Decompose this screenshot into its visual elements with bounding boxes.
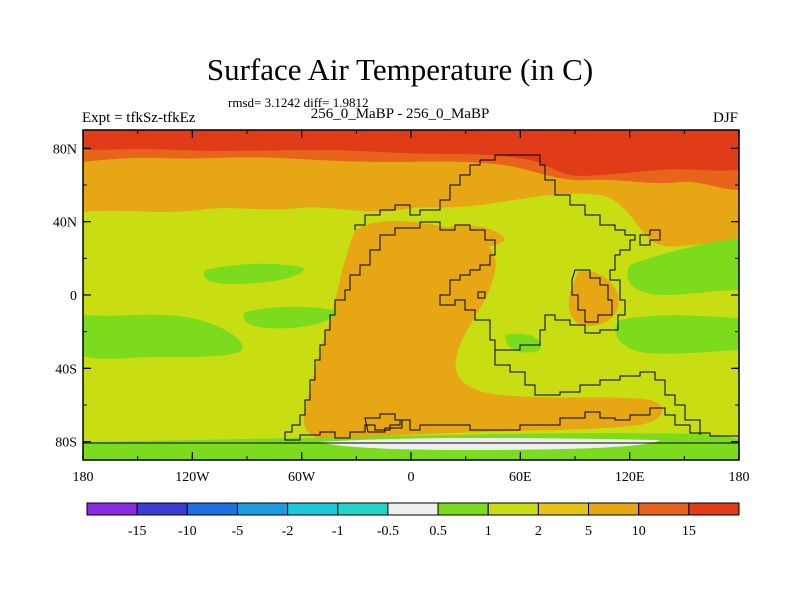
map-field — [83, 130, 739, 460]
colorbar-label: 1 — [485, 524, 492, 539]
x-tick-label: 180 — [729, 470, 750, 485]
colorbar-label: 10 — [632, 524, 646, 539]
colorbar-label: -10 — [178, 524, 197, 539]
x-tick-label: 180 — [73, 470, 94, 485]
experiment-label: Expt = tfkSz-tfkEz — [82, 110, 196, 126]
x-tick-label: 60W — [288, 470, 316, 485]
colorbar-box — [387, 502, 439, 516]
colorbar-label: -1 — [332, 524, 344, 539]
x-axis: 180 120W 60W 0 60E 120E 180 — [73, 130, 750, 485]
colorbar-label: 0.5 — [429, 524, 447, 539]
field-green-central — [243, 306, 338, 329]
colorbar-label: 2 — [535, 524, 542, 539]
coast-north-islet — [639, 229, 661, 246]
y-tick-label: 80S — [55, 436, 77, 451]
season-label: DJF — [712, 110, 738, 126]
colorbar-label: -5 — [232, 524, 244, 539]
case-label: 256_0_MaBP - 256_0_MaBP — [310, 106, 490, 122]
field-green-east — [627, 238, 739, 295]
field-north-orange — [445, 225, 505, 248]
map-title: Surface Air Temperature (in C) — [206, 52, 594, 87]
field-north-polar — [83, 130, 739, 176]
colorbar-box — [136, 502, 188, 516]
colorbar-label: 15 — [682, 524, 696, 539]
colorbar-label: -2 — [282, 524, 294, 539]
colorbar-label: -15 — [128, 524, 147, 539]
colorbar-box — [638, 502, 690, 516]
colorbar-label: 5 — [585, 524, 592, 539]
field-green-west — [83, 314, 243, 359]
x-tick-label: 60E — [509, 470, 532, 485]
y-tick-label: 80N — [53, 142, 77, 157]
coast-east — [494, 350, 701, 435]
colorbar-box — [437, 502, 489, 516]
y-tick-label: 40S — [55, 362, 77, 377]
field-green-southeast — [615, 315, 739, 354]
coastlines — [83, 154, 739, 444]
colorbar-box — [287, 502, 339, 516]
coast-islet — [477, 291, 486, 299]
field-green-patch — [505, 333, 541, 353]
colorbar-box — [537, 502, 590, 516]
coast-east-inner — [571, 269, 613, 323]
colorbar: -15 -10 -5 -2 -1 -0.5 0.5 1 2 5 10 15 — [86, 502, 740, 539]
field-antarctic-white — [320, 438, 660, 450]
colorbar-box — [688, 502, 740, 516]
x-tick-label: 120W — [175, 470, 210, 485]
colorbar-box — [236, 502, 289, 516]
colorbar-label: -0.5 — [377, 524, 399, 539]
x-tick-label: 120E — [615, 470, 645, 485]
colorbar-box — [588, 502, 640, 516]
coast-south-island — [364, 413, 403, 433]
coast-main — [284, 154, 739, 441]
colorbar-box — [186, 502, 238, 516]
x-tick-label: 0 — [408, 470, 415, 485]
colorbar-box — [86, 502, 138, 516]
field-land-orange — [303, 221, 663, 441]
y-tick-label: 0 — [70, 289, 77, 304]
y-tick-label: 40N — [53, 216, 77, 231]
field-green-northwest — [203, 263, 305, 284]
colorbar-box — [487, 502, 539, 516]
colorbar-box — [337, 502, 389, 516]
y-axis: 80N 40N 0 40S 80S — [53, 142, 739, 451]
stats-text: rmsd= 3.1242 diff= 1.9812 — [228, 95, 369, 110]
